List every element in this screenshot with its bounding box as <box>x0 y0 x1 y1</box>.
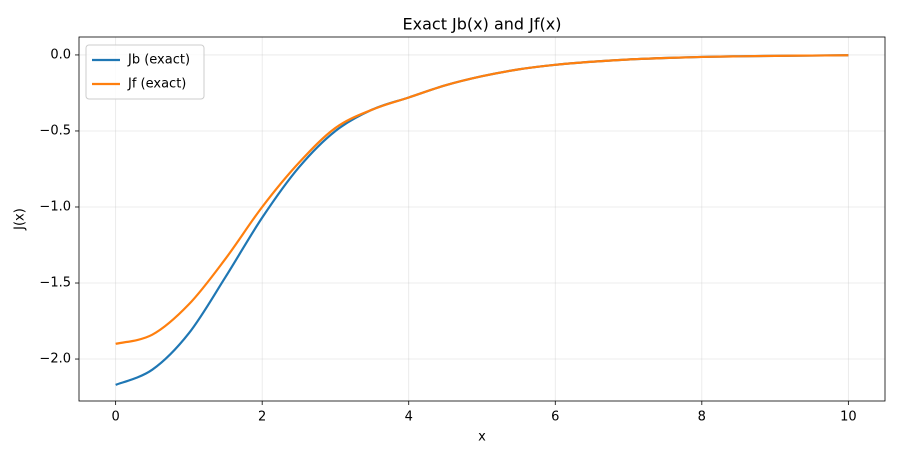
x-tick-label: 2 <box>258 410 266 425</box>
legend-label: Jb (exact) <box>127 53 190 68</box>
x-tick-label: 6 <box>551 410 559 425</box>
plot-frame <box>78 36 886 402</box>
y-axis-label: J(x) <box>13 208 28 231</box>
y-tick-label: −1.0 <box>39 199 71 214</box>
x-tick-label: 10 <box>840 410 857 425</box>
legend <box>85 44 205 100</box>
x-tick-label: 0 <box>111 410 119 425</box>
y-tick-label: −1.5 <box>39 276 71 291</box>
legend-label: Jf (exact) <box>127 77 186 92</box>
y-tick-label: −2.0 <box>39 352 71 367</box>
y-tick-label: −0.5 <box>39 123 71 138</box>
y-tick-label: 0.0 <box>50 47 71 62</box>
line <box>115 54 849 386</box>
x-axis-label: x <box>478 430 486 445</box>
x-tick-label: 8 <box>698 410 706 425</box>
chart-title: Exact Jb(x) and Jf(x) <box>403 15 562 34</box>
x-tick-label: 4 <box>405 410 413 425</box>
line <box>115 54 849 345</box>
